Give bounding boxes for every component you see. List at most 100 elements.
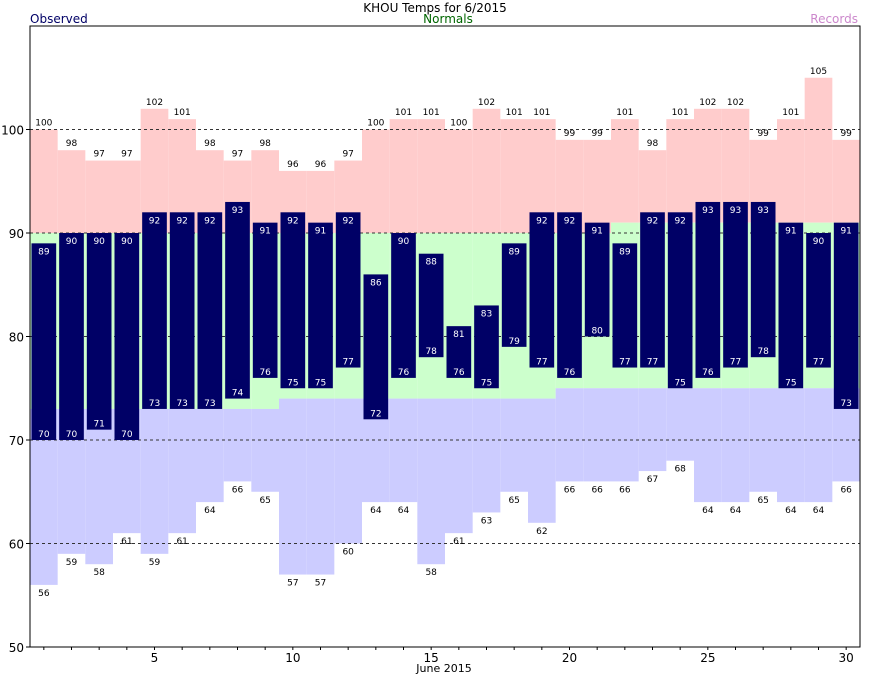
record-high-label: 102 (727, 98, 744, 108)
record-high-label: 99 (591, 129, 603, 139)
observed-high-label: 90 (398, 237, 410, 247)
observed-bar (529, 212, 555, 368)
record-low-band (196, 408, 224, 503)
record-low-label: 61 (176, 537, 187, 547)
record-low-band (472, 398, 501, 513)
observed-bar (501, 243, 527, 347)
x-tick-label: 10 (285, 651, 300, 665)
record-high-label: 100 (35, 119, 52, 129)
record-low-label: 57 (315, 579, 326, 589)
record-low-label: 59 (149, 558, 161, 568)
record-high-band (666, 119, 694, 223)
record-low-label: 60 (342, 548, 354, 558)
observed-high-label: 92 (564, 216, 575, 226)
observed-bar (723, 201, 748, 368)
record-high-label: 101 (672, 108, 689, 118)
observed-bar (695, 201, 721, 378)
observed-bar (640, 212, 665, 368)
observed-low-label: 73 (840, 399, 851, 409)
observed-bar (612, 243, 638, 368)
observed-low-label: 78 (757, 347, 769, 357)
observed-low-label: 70 (121, 430, 133, 440)
observed-bar (225, 201, 250, 399)
record-low-band (638, 388, 667, 472)
observed-low-label: 76 (259, 368, 271, 378)
observed-high-label: 81 (453, 330, 464, 340)
observed-bar (252, 222, 278, 378)
record-high-label: 101 (174, 108, 191, 118)
record-high-band (389, 119, 418, 233)
observed-low-label: 76 (564, 368, 576, 378)
observed-bar (391, 233, 416, 378)
record-high-label: 99 (564, 129, 576, 139)
observed-low-label: 76 (453, 368, 465, 378)
record-high-band (500, 119, 528, 233)
record-high-label: 101 (506, 108, 523, 118)
observed-low-label: 75 (287, 378, 298, 388)
observed-high-label: 89 (619, 247, 631, 257)
legend-observed: Observed (30, 12, 88, 26)
record-high-label: 101 (395, 108, 412, 118)
record-high-band (638, 150, 667, 223)
observed-bar (667, 212, 693, 389)
record-low-band (583, 388, 611, 482)
record-high-label: 98 (204, 139, 216, 149)
observed-low-label: 74 (232, 389, 244, 399)
observed-low-label: 79 (508, 337, 520, 347)
observed-low-label: 70 (38, 430, 50, 440)
record-high-label: 100 (450, 119, 467, 129)
observed-low-label: 71 (93, 420, 104, 430)
observed-low-label: 76 (398, 368, 410, 378)
record-high-label: 101 (423, 108, 440, 118)
record-low-band (500, 398, 528, 492)
record-low-label: 65 (259, 496, 270, 506)
observed-bar (474, 305, 499, 389)
record-low-band (694, 388, 722, 503)
record-high-band (30, 129, 58, 233)
observed-low-label: 73 (176, 399, 187, 409)
observed-low-label: 70 (66, 430, 78, 440)
observed-low-label: 77 (619, 358, 630, 368)
record-low-label: 61 (453, 537, 464, 547)
observed-bar (308, 222, 333, 389)
record-low-band (306, 398, 335, 575)
record-low-label: 63 (481, 516, 492, 526)
observed-high-label: 89 (38, 247, 50, 257)
record-high-label: 102 (146, 98, 163, 108)
observed-bar (750, 201, 776, 358)
record-low-band (168, 408, 196, 534)
y-tick-label: 100 (1, 124, 24, 138)
legend-records: Records (810, 12, 858, 26)
record-high-band (445, 129, 473, 233)
observed-bar (806, 233, 831, 368)
record-low-band (334, 398, 362, 544)
record-high-band (832, 139, 860, 223)
observed-bar (114, 233, 140, 440)
observed-high-label: 92 (342, 216, 353, 226)
observed-low-label: 75 (674, 378, 685, 388)
observed-low-label: 73 (204, 399, 215, 409)
observed-bar (169, 212, 195, 409)
record-low-label: 64 (730, 506, 742, 516)
record-high-label: 99 (757, 129, 769, 139)
record-low-band (666, 388, 694, 461)
record-low-band (777, 388, 805, 503)
record-high-label: 96 (287, 160, 299, 170)
observed-high-label: 86 (370, 278, 382, 288)
observed-high-label: 92 (647, 216, 658, 226)
observed-low-label: 75 (315, 378, 326, 388)
record-high-label: 101 (533, 108, 550, 118)
observed-bar (418, 253, 444, 358)
observed-low-label: 75 (481, 378, 492, 388)
record-low-label: 66 (591, 485, 603, 495)
record-low-band (804, 388, 833, 503)
record-low-band (528, 398, 556, 523)
record-low-label: 62 (536, 527, 547, 537)
record-low-label: 64 (813, 506, 825, 516)
observed-high-label: 93 (232, 206, 243, 216)
observed-bar (833, 222, 859, 409)
observed-bar (584, 222, 610, 337)
record-low-band (223, 408, 252, 482)
observed-bar (280, 212, 306, 389)
